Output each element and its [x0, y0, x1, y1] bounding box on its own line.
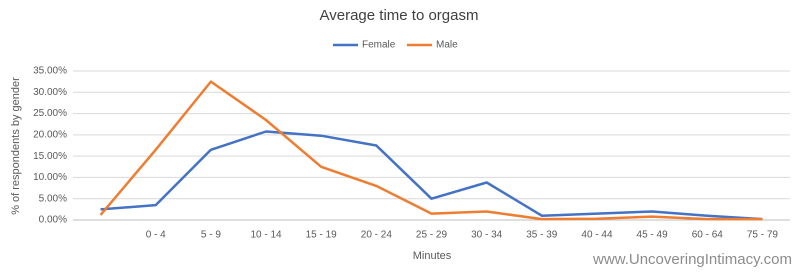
legend-label: Female: [362, 40, 396, 51]
series-line: [100, 130, 763, 221]
y-tick-label: 10.00%: [33, 172, 67, 183]
y-tick-label: 20.00%: [33, 129, 67, 140]
x-tick-label: 75 - 79: [747, 230, 779, 241]
y-tick-label: 15.00%: [33, 151, 67, 162]
x-tick-label: 15 - 19: [306, 230, 338, 241]
y-tick-label: 35.00%: [33, 66, 67, 77]
x-tick-label: 25 - 29: [416, 230, 448, 241]
series-line: [99, 80, 763, 221]
y-axis-title: % of respondents by gender: [10, 77, 22, 215]
x-axis-title: Minutes: [413, 250, 452, 262]
x-tick-label: 10 - 14: [250, 230, 282, 241]
chart-title: Average time to orgasm: [320, 7, 479, 24]
x-tick-label: 30 - 34: [471, 230, 503, 241]
legend-label: Male: [436, 40, 458, 51]
watermark: www.UncoveringIntimacy.com: [592, 251, 792, 268]
x-tick-label: 0 - 4: [146, 230, 166, 241]
y-tick-label: 0.00%: [39, 215, 67, 226]
x-tick-label: 40 - 44: [581, 230, 613, 241]
x-tick-label: 60 - 64: [692, 230, 724, 241]
y-tick-label: 25.00%: [33, 108, 67, 119]
y-tick-label: 5.00%: [39, 193, 67, 204]
x-tick-label: 35 - 39: [526, 230, 558, 241]
x-tick-label: 20 - 24: [361, 230, 393, 241]
x-tick-label: 5 - 9: [201, 230, 221, 241]
x-tick-label: 45 - 49: [637, 230, 669, 241]
y-tick-label: 30.00%: [33, 87, 67, 98]
